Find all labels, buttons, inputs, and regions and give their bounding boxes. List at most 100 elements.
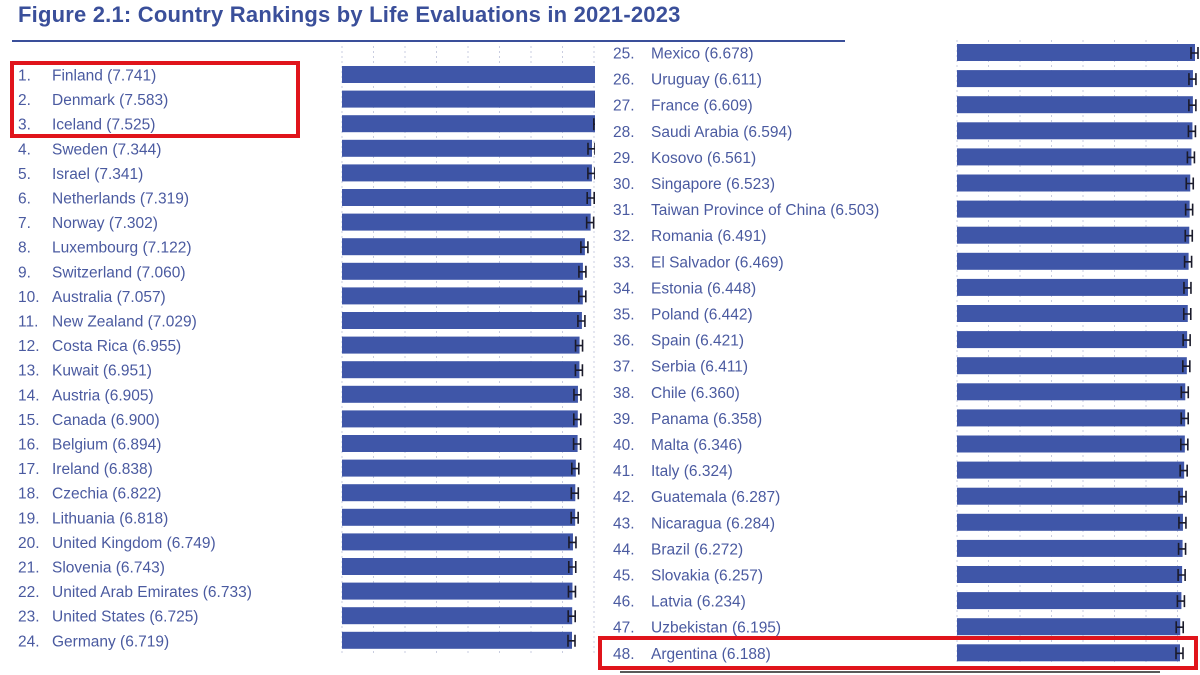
rank-label: 15. xyxy=(18,412,40,429)
rank-label: 18. xyxy=(18,486,40,503)
rank-label: 7. xyxy=(18,215,31,232)
panel-1: 1. Finland (7.741) 2. Denmark (7.583) 3. Icel… xyxy=(18,46,595,655)
country-label: Taiwan Province of China (6.503) xyxy=(651,202,879,219)
country-label: Switzerland (7.060) xyxy=(52,264,186,281)
country-label: Finland (7.741) xyxy=(52,68,156,85)
error-bar xyxy=(1177,569,1186,581)
country-label: Norway (7.302) xyxy=(52,215,158,232)
country-label: Poland (6.442) xyxy=(651,307,753,324)
rank-label: 1. xyxy=(18,68,31,85)
country-label: United States (6.725) xyxy=(52,609,198,626)
rank-label: 24. xyxy=(18,633,40,650)
bar xyxy=(342,385,578,403)
bar xyxy=(342,484,576,502)
bar xyxy=(342,582,573,600)
bar xyxy=(342,164,592,182)
rank-label: 19. xyxy=(18,510,40,527)
country-label: Latvia (6.234) xyxy=(651,594,746,611)
error-bar xyxy=(570,511,579,524)
panel-2: 25. Mexico (6.678) 26. Uruguay (6.611) 27. Fr… xyxy=(598,40,1200,675)
bar xyxy=(342,115,595,133)
rank-label: 27. xyxy=(613,98,635,115)
bar xyxy=(957,122,1193,140)
rank-label: 22. xyxy=(18,584,40,601)
country-label: United Arab Emirates (6.733) xyxy=(52,584,252,601)
bar xyxy=(957,592,1182,610)
bar xyxy=(957,226,1190,244)
bar xyxy=(342,435,578,452)
bar xyxy=(957,331,1188,349)
country-label: Saudi Arabia (6.594) xyxy=(651,124,792,141)
rank-label: 39. xyxy=(613,411,635,428)
rank-label: 40. xyxy=(613,437,635,454)
rank-label: 42. xyxy=(613,489,635,506)
country-label: Argentina (6.188) xyxy=(651,646,771,663)
country-label: Panama (6.358) xyxy=(651,411,762,428)
bar xyxy=(342,607,573,625)
bar xyxy=(342,558,573,575)
country-label: Costa Rica (6.955) xyxy=(52,338,181,355)
error-bar xyxy=(586,192,595,204)
rank-label: 6. xyxy=(18,191,31,208)
bar xyxy=(957,539,1183,557)
country-label: Brazil (6.272) xyxy=(651,541,743,558)
bar xyxy=(342,533,573,551)
bar xyxy=(957,383,1186,401)
bar xyxy=(342,213,591,231)
country-label: Chile (6.360) xyxy=(651,385,740,402)
rank-label: 44. xyxy=(613,541,635,558)
error-bar xyxy=(1180,438,1189,451)
country-label: Spain (6.421) xyxy=(651,333,744,350)
bar xyxy=(957,487,1184,505)
country-label: Ireland (6.838) xyxy=(52,461,153,478)
rank-label: 47. xyxy=(613,620,635,637)
rank-label: 14. xyxy=(18,387,40,404)
rank-label: 31. xyxy=(613,202,635,219)
rank-label: 11. xyxy=(18,314,38,331)
rank-label: 20. xyxy=(18,535,40,552)
rank-label: 13. xyxy=(18,363,40,380)
rank-label: 21. xyxy=(18,560,40,577)
bar xyxy=(342,410,578,428)
error-bar xyxy=(567,561,577,573)
country-label: Kuwait (6.951) xyxy=(52,363,152,380)
country-label: Estonia (6.448) xyxy=(651,280,756,297)
country-label: Slovenia (6.743) xyxy=(52,560,165,577)
error-bar xyxy=(577,315,586,327)
error-bar xyxy=(572,413,582,426)
bars-group xyxy=(956,40,1199,665)
error-bar xyxy=(1188,73,1197,86)
bar xyxy=(957,644,1180,662)
error-bar xyxy=(571,462,580,475)
country-label: Italy (6.324) xyxy=(651,463,733,480)
error-bar xyxy=(1179,464,1188,477)
country-label: France (6.609) xyxy=(651,98,753,115)
country-label: Czechia (6.822) xyxy=(52,486,161,503)
rank-label: 26. xyxy=(613,72,635,89)
error-bar xyxy=(567,634,576,647)
error-bar xyxy=(573,388,582,401)
country-label: Sweden (7.344) xyxy=(52,141,161,158)
error-bar xyxy=(1178,490,1187,503)
country-label: Belgium (6.894) xyxy=(52,437,161,454)
error-bar xyxy=(585,216,595,229)
error-bar xyxy=(580,241,589,254)
bar xyxy=(342,287,583,305)
title-rule xyxy=(12,40,845,42)
highlight-box-top3 xyxy=(10,61,300,138)
country-label: United Kingdom (6.749) xyxy=(52,535,216,552)
rank-label: 46. xyxy=(613,594,635,611)
rank-label: 2. xyxy=(18,92,31,109)
error-bar xyxy=(1178,516,1187,529)
country-label: Netherlands (7.319) xyxy=(52,191,189,208)
bar xyxy=(342,361,580,379)
error-bar xyxy=(570,487,580,500)
rank-label: 23. xyxy=(18,609,40,626)
chart-title: Figure 2.1: Country Rankings by Life Eva… xyxy=(18,2,681,27)
rank-label: 8. xyxy=(18,240,31,257)
rank-label: 33. xyxy=(613,254,635,271)
country-label: Singapore (6.523) xyxy=(651,176,775,193)
error-bar xyxy=(1182,334,1191,347)
error-bar xyxy=(1188,99,1197,112)
